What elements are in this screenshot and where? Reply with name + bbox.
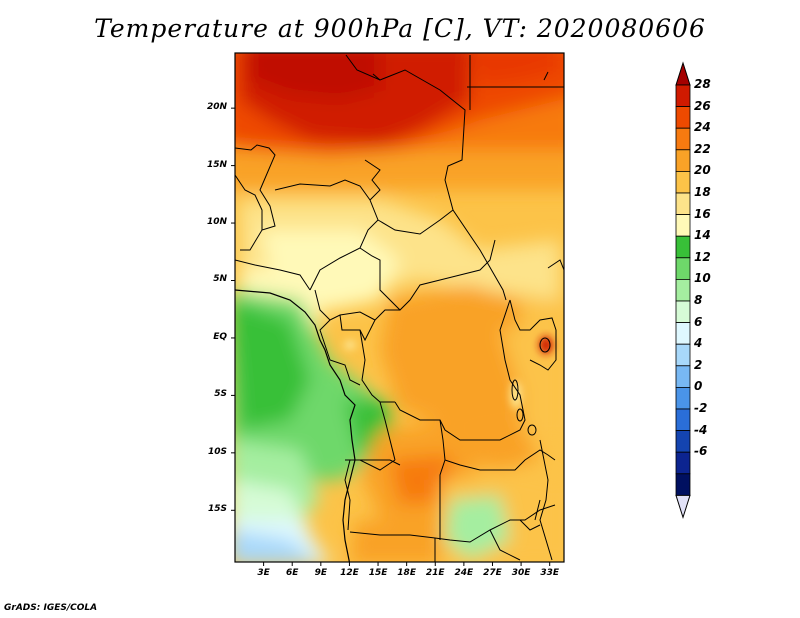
colorbar-box	[675, 386, 691, 410]
lon-label: 18E	[397, 568, 416, 578]
colorbar-box	[675, 278, 691, 302]
colorbar-box	[675, 451, 691, 475]
colorbar-box	[675, 300, 691, 324]
lat-label: 20N	[206, 102, 227, 113]
colorbar-box	[675, 106, 691, 129]
longitude-ticks	[263, 562, 551, 566]
lat-label: 15S	[207, 504, 227, 515]
temperature-field	[235, 53, 564, 562]
colorbar-box	[675, 214, 691, 237]
colorbar-label: 18	[694, 185, 711, 199]
lat-label: 10N	[206, 217, 227, 228]
colorbar-box	[675, 84, 691, 108]
latitude-ticks	[231, 107, 235, 511]
colorbar-box	[675, 192, 691, 216]
colorbar-label: 4	[694, 336, 703, 351]
lat-label: 15N	[206, 159, 227, 170]
lon-label: 30E	[511, 568, 531, 578]
colorbar-label: 26	[694, 98, 711, 113]
colorbar-box	[675, 322, 691, 345]
colorbar-label: 20	[694, 163, 711, 178]
colorbar-box	[675, 408, 691, 432]
lon-label: 6E	[285, 568, 299, 578]
colorbar-label: 2	[694, 357, 703, 372]
colorbar-label: 12	[694, 249, 711, 264]
colorbar-label: 28	[694, 77, 711, 91]
colorbar-bottom-arrow	[675, 494, 691, 520]
colorbar	[675, 61, 691, 520]
colorbar-box	[675, 127, 691, 151]
colorbar-box	[675, 235, 691, 259]
country-borders	[235, 54, 564, 562]
lat-label: 10S	[207, 446, 227, 457]
colorbar-label: -6	[694, 444, 708, 459]
colorbar-label: -2	[694, 401, 708, 415]
lakes	[511, 71, 551, 521]
colorbar-label: 6	[694, 314, 703, 329]
colorbar-label: 16	[694, 206, 711, 221]
colorbar-box	[675, 170, 691, 194]
colorbar-label: 14	[694, 228, 711, 243]
colorbar-box	[675, 149, 691, 172]
colorbar-label: 8	[694, 293, 703, 307]
lon-label: 9E	[314, 568, 328, 578]
lat-label: EQ	[213, 331, 227, 342]
grads-credit: GrADS: IGES/COLA	[4, 603, 98, 613]
lon-label: 3E	[257, 568, 270, 578]
lat-label: 5S	[214, 389, 227, 400]
lon-label: 33E	[540, 568, 560, 578]
colorbar-box	[675, 430, 691, 453]
colorbar-label: 0	[694, 379, 703, 394]
colorbar-box	[675, 257, 691, 280]
colorbar-box	[675, 343, 691, 367]
colorbar-label: 24	[694, 120, 711, 135]
lon-label: 24E	[454, 568, 474, 578]
colorbar-label: 10	[694, 271, 711, 286]
colorbar-label: -4	[694, 422, 708, 437]
map-frame	[234, 52, 565, 563]
colorbar-box	[675, 473, 691, 496]
lat-label: 5N	[213, 274, 227, 285]
lon-label: 21E	[425, 568, 445, 578]
lon-label: 15E	[368, 568, 388, 578]
lon-label: 27E	[483, 568, 502, 578]
colorbar-label: 22	[694, 141, 711, 156]
colorbar-top-arrow	[675, 61, 691, 86]
colorbar-box	[675, 365, 691, 388]
lon-label: 12E	[340, 568, 359, 578]
map-title: Temperature at 900hPa [C], VT: 202008060…	[94, 14, 706, 43]
